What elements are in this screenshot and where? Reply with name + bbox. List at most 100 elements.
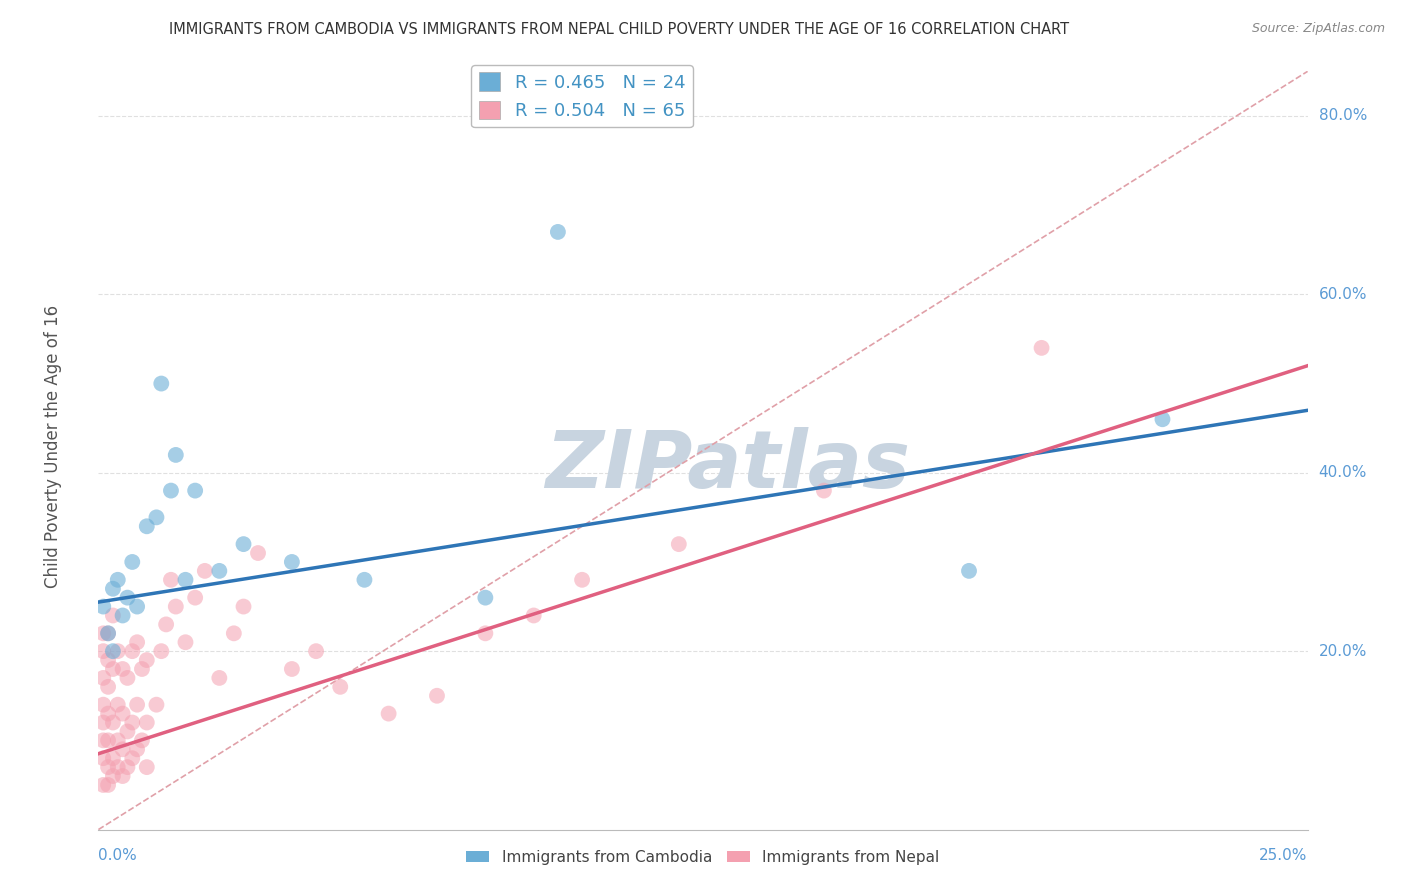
Point <box>127 635 149 649</box>
Point <box>135 760 157 774</box>
Point <box>232 599 254 614</box>
Point <box>91 671 114 685</box>
Point <box>184 483 207 498</box>
Point <box>117 591 139 605</box>
Point <box>165 599 187 614</box>
Point <box>281 555 304 569</box>
Point <box>111 662 134 676</box>
Point <box>111 742 134 756</box>
Point <box>184 591 207 605</box>
Point <box>165 448 187 462</box>
Point <box>111 706 134 721</box>
Point <box>107 644 129 658</box>
Text: ZIPatlas: ZIPatlas <box>544 426 910 505</box>
Point <box>101 662 124 676</box>
Point <box>121 751 143 765</box>
Point <box>101 769 124 783</box>
Point <box>145 698 167 712</box>
Point <box>135 715 157 730</box>
Point <box>97 626 120 640</box>
Point <box>111 608 134 623</box>
Text: IMMIGRANTS FROM CAMBODIA VS IMMIGRANTS FROM NEPAL CHILD POVERTY UNDER THE AGE OF: IMMIGRANTS FROM CAMBODIA VS IMMIGRANTS F… <box>169 22 1069 37</box>
Point <box>353 573 375 587</box>
Point <box>91 778 114 792</box>
Point <box>107 760 129 774</box>
Point <box>150 644 173 658</box>
Point <box>91 599 114 614</box>
Point <box>208 671 231 685</box>
Point <box>101 715 124 730</box>
Text: 25.0%: 25.0% <box>1260 848 1308 863</box>
Point <box>91 644 114 658</box>
Point <box>107 573 129 587</box>
Legend: Immigrants from Cambodia, Immigrants from Nepal: Immigrants from Cambodia, Immigrants fro… <box>460 844 946 871</box>
Point <box>135 653 157 667</box>
Point <box>668 537 690 551</box>
Point <box>117 671 139 685</box>
Point <box>97 680 120 694</box>
Point <box>135 519 157 533</box>
Text: Child Poverty Under the Age of 16: Child Poverty Under the Age of 16 <box>45 304 62 588</box>
Point <box>97 626 120 640</box>
Point <box>145 510 167 524</box>
Point <box>97 653 120 667</box>
Text: 0.0%: 0.0% <box>98 848 138 863</box>
Point <box>813 483 835 498</box>
Point <box>131 662 153 676</box>
Text: 40.0%: 40.0% <box>1319 466 1367 480</box>
Point <box>247 546 270 560</box>
Point <box>127 698 149 712</box>
Point <box>91 733 114 747</box>
Point <box>1152 412 1174 426</box>
Text: 20.0%: 20.0% <box>1319 644 1367 658</box>
Point <box>232 537 254 551</box>
Point <box>131 733 153 747</box>
Point <box>97 760 120 774</box>
Point <box>127 599 149 614</box>
Point <box>155 617 177 632</box>
Point <box>222 626 245 640</box>
Point <box>377 706 399 721</box>
Point <box>97 733 120 747</box>
Point <box>194 564 217 578</box>
Point <box>117 724 139 739</box>
Point <box>121 644 143 658</box>
Point <box>121 715 143 730</box>
Point <box>474 626 496 640</box>
Text: Source: ZipAtlas.com: Source: ZipAtlas.com <box>1251 22 1385 36</box>
Point <box>121 555 143 569</box>
Point <box>571 573 593 587</box>
Point <box>208 564 231 578</box>
Point <box>174 573 197 587</box>
Point <box>117 760 139 774</box>
Point <box>91 698 114 712</box>
Point <box>91 626 114 640</box>
Point <box>474 591 496 605</box>
Point <box>523 608 546 623</box>
Point <box>101 582 124 596</box>
Point <box>1031 341 1053 355</box>
Point <box>305 644 328 658</box>
Point <box>127 742 149 756</box>
Point <box>101 751 124 765</box>
Point <box>91 751 114 765</box>
Point <box>281 662 304 676</box>
Text: 60.0%: 60.0% <box>1319 287 1367 301</box>
Text: 80.0%: 80.0% <box>1319 109 1367 123</box>
Point <box>957 564 980 578</box>
Point <box>426 689 449 703</box>
Point <box>107 733 129 747</box>
Point <box>160 573 183 587</box>
Point <box>111 769 134 783</box>
Point <box>329 680 352 694</box>
Point <box>150 376 173 391</box>
Point <box>101 608 124 623</box>
Point <box>547 225 569 239</box>
Point <box>107 698 129 712</box>
Point <box>97 706 120 721</box>
Point <box>101 644 124 658</box>
Point <box>91 715 114 730</box>
Point <box>174 635 197 649</box>
Point <box>160 483 183 498</box>
Point <box>97 778 120 792</box>
